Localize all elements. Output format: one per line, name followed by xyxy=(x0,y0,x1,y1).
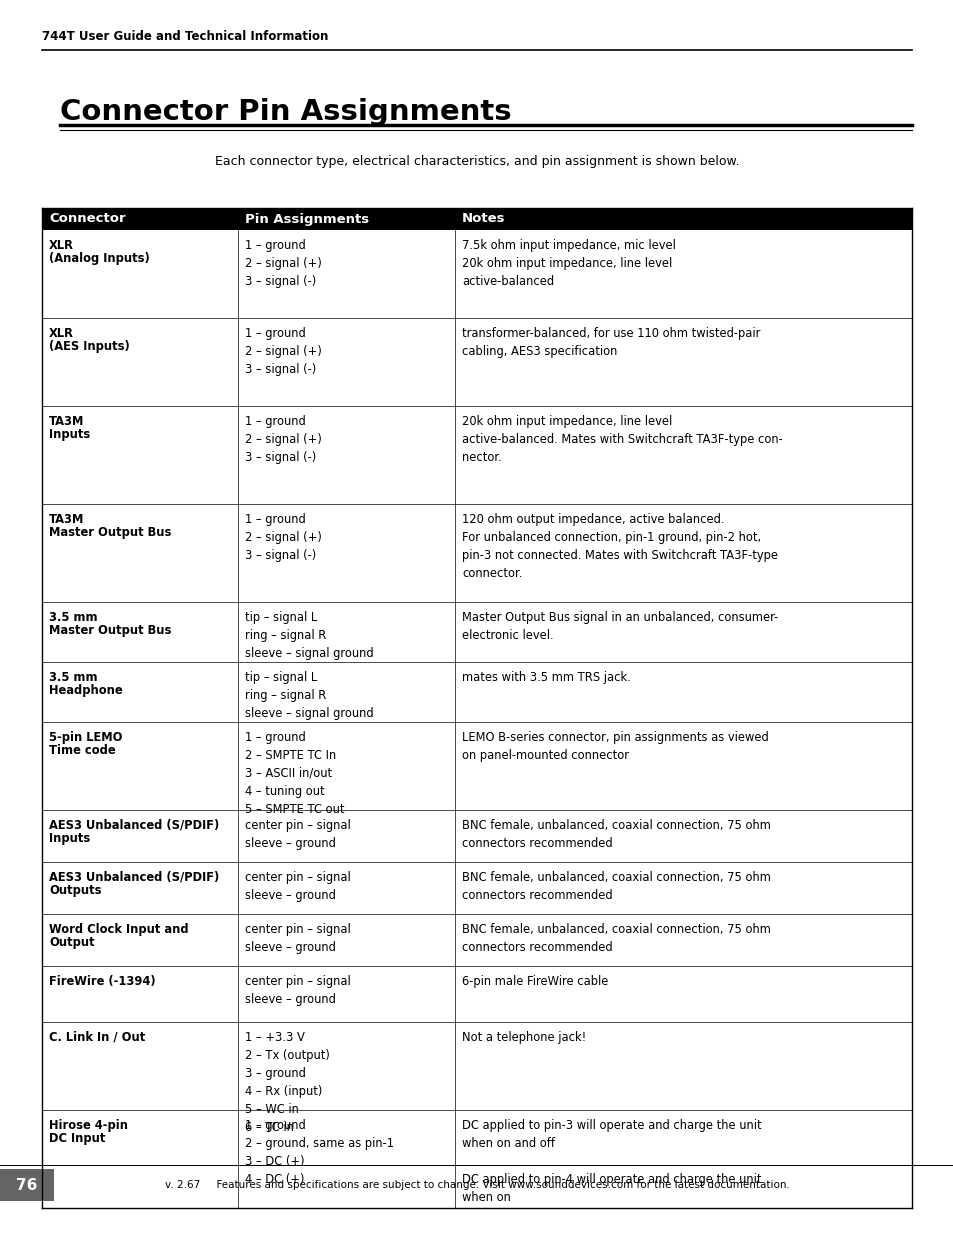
Text: Hirose 4-pin: Hirose 4-pin xyxy=(49,1119,128,1132)
Text: DC Input: DC Input xyxy=(49,1132,105,1145)
FancyBboxPatch shape xyxy=(0,1170,54,1200)
Text: Master Output Bus: Master Output Bus xyxy=(49,526,172,538)
Text: mates with 3.5 mm TRS jack.: mates with 3.5 mm TRS jack. xyxy=(461,671,630,684)
Text: 7.5k ohm input impedance, mic level
20k ohm input impedance, line level
active-b: 7.5k ohm input impedance, mic level 20k … xyxy=(461,240,675,288)
Text: Output: Output xyxy=(49,936,94,948)
Text: Inputs: Inputs xyxy=(49,832,91,845)
Text: BNC female, unbalanced, coaxial connection, 75 ohm
connectors recommended: BNC female, unbalanced, coaxial connecti… xyxy=(461,871,770,902)
Text: AES3 Unbalanced (S/PDIF): AES3 Unbalanced (S/PDIF) xyxy=(49,819,219,832)
Text: Not a telephone jack!: Not a telephone jack! xyxy=(461,1031,586,1044)
Text: TA3M: TA3M xyxy=(49,415,84,429)
Text: 1 – ground
2 – signal (+)
3 – signal (-): 1 – ground 2 – signal (+) 3 – signal (-) xyxy=(245,415,321,464)
Text: 1 – ground
2 – SMPTE TC In
3 – ASCII in/out
4 – tuning out
5 – SMPTE TC out: 1 – ground 2 – SMPTE TC In 3 – ASCII in/… xyxy=(245,731,344,816)
Text: XLR: XLR xyxy=(49,240,73,252)
Text: Inputs: Inputs xyxy=(49,429,91,441)
Text: 1 – ground
2 – signal (+)
3 – signal (-): 1 – ground 2 – signal (+) 3 – signal (-) xyxy=(245,513,321,562)
Text: AES3 Unbalanced (S/PDIF): AES3 Unbalanced (S/PDIF) xyxy=(49,871,219,884)
Text: Time code: Time code xyxy=(49,743,115,757)
Text: Connector Pin Assignments: Connector Pin Assignments xyxy=(60,98,511,126)
Text: 76: 76 xyxy=(16,1177,38,1193)
Text: Word Clock Input and: Word Clock Input and xyxy=(49,923,189,936)
Text: 744T User Guide and Technical Information: 744T User Guide and Technical Informatio… xyxy=(42,30,328,42)
Text: center pin – signal
sleeve – ground: center pin – signal sleeve – ground xyxy=(245,871,351,902)
Text: BNC female, unbalanced, coaxial connection, 75 ohm
connectors recommended: BNC female, unbalanced, coaxial connecti… xyxy=(461,819,770,850)
Text: Notes: Notes xyxy=(461,212,505,226)
Text: 120 ohm output impedance, active balanced.
For unbalanced connection, pin-1 grou: 120 ohm output impedance, active balance… xyxy=(461,513,778,580)
Text: Pin Assignments: Pin Assignments xyxy=(245,212,369,226)
Text: 1 – ground
2 – signal (+)
3 – signal (-): 1 – ground 2 – signal (+) 3 – signal (-) xyxy=(245,240,321,288)
Text: FireWire (-1394): FireWire (-1394) xyxy=(49,974,155,988)
Text: 6-pin male FireWire cable: 6-pin male FireWire cable xyxy=(461,974,608,988)
Text: C. Link In / Out: C. Link In / Out xyxy=(49,1031,145,1044)
Text: Headphone: Headphone xyxy=(49,684,123,697)
Text: TA3M: TA3M xyxy=(49,513,84,526)
Text: DC applied to pin-3 will operate and charge the unit
when on and off

DC applied: DC applied to pin-3 will operate and cha… xyxy=(461,1119,760,1204)
Text: v. 2.67     Features and specifications are subject to change. Visit www.soundde: v. 2.67 Features and specifications are … xyxy=(164,1179,789,1191)
Text: BNC female, unbalanced, coaxial connection, 75 ohm
connectors recommended: BNC female, unbalanced, coaxial connecti… xyxy=(461,923,770,953)
Text: Outputs: Outputs xyxy=(49,884,101,897)
Text: 5-pin LEMO: 5-pin LEMO xyxy=(49,731,122,743)
Text: Each connector type, electrical characteristics, and pin assignment is shown bel: Each connector type, electrical characte… xyxy=(214,156,739,168)
Text: tip – signal L
ring – signal R
sleeve – signal ground: tip – signal L ring – signal R sleeve – … xyxy=(245,611,374,659)
Text: center pin – signal
sleeve – ground: center pin – signal sleeve – ground xyxy=(245,923,351,953)
Text: XLR: XLR xyxy=(49,327,73,340)
FancyBboxPatch shape xyxy=(42,207,911,230)
Text: 1 – ground
2 – signal (+)
3 – signal (-): 1 – ground 2 – signal (+) 3 – signal (-) xyxy=(245,327,321,375)
Text: Master Output Bus signal in an unbalanced, consumer-
electronic level.: Master Output Bus signal in an unbalance… xyxy=(461,611,778,642)
Text: 1 – ground
2 – ground, same as pin-1
3 – DC (+)
4 – DC (+): 1 – ground 2 – ground, same as pin-1 3 –… xyxy=(245,1119,394,1186)
Text: Master Output Bus: Master Output Bus xyxy=(49,624,172,637)
Text: tip – signal L
ring – signal R
sleeve – signal ground: tip – signal L ring – signal R sleeve – … xyxy=(245,671,374,720)
Text: 3.5 mm: 3.5 mm xyxy=(49,671,97,684)
Text: (AES Inputs): (AES Inputs) xyxy=(49,340,130,353)
Text: 1 – +3.3 V
2 – Tx (output)
3 – ground
4 – Rx (input)
5 – WC in
6 – TC in: 1 – +3.3 V 2 – Tx (output) 3 – ground 4 … xyxy=(245,1031,330,1134)
Text: Connector: Connector xyxy=(49,212,126,226)
Text: transformer-balanced, for use 110 ohm twisted-pair
cabling, AES3 specification: transformer-balanced, for use 110 ohm tw… xyxy=(461,327,760,358)
Text: (Analog Inputs): (Analog Inputs) xyxy=(49,252,150,266)
Text: 3.5 mm: 3.5 mm xyxy=(49,611,97,624)
Text: center pin – signal
sleeve – ground: center pin – signal sleeve – ground xyxy=(245,819,351,850)
Text: center pin – signal
sleeve – ground: center pin – signal sleeve – ground xyxy=(245,974,351,1007)
Text: LEMO B-series connector, pin assignments as viewed
on panel-mounted connector: LEMO B-series connector, pin assignments… xyxy=(461,731,768,762)
Text: 20k ohm input impedance, line level
active-balanced. Mates with Switchcraft TA3F: 20k ohm input impedance, line level acti… xyxy=(461,415,781,464)
